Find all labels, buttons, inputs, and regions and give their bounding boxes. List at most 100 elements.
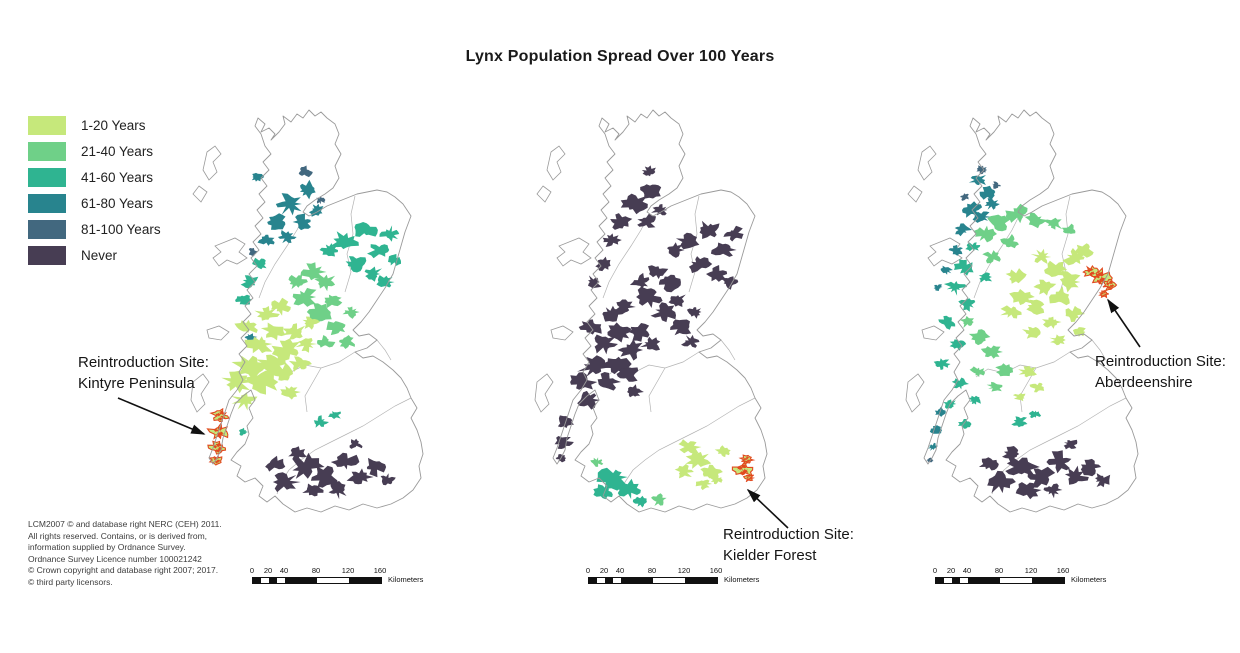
patch-y1_20 <box>714 445 731 458</box>
annotation-kintyre-line1: Reintroduction Site: <box>78 354 209 371</box>
patch-y61_80 <box>984 198 1000 210</box>
patch-y41_60 <box>949 339 967 351</box>
legend-label-y81_100: 81-100 Years <box>81 221 161 237</box>
scalebar-bar <box>588 577 718 584</box>
patch-y1_20 <box>230 392 258 411</box>
patch-never <box>1095 473 1111 488</box>
scalebar-tick: 0 <box>249 566 255 575</box>
patch-y41_60 <box>252 257 267 270</box>
patch-site-speckle <box>218 410 225 415</box>
scalebar-tick-labels: 0 20 40 80 120 160 <box>249 566 442 576</box>
patch-y21_40 <box>987 214 1012 232</box>
patch-y41_60 <box>238 427 249 436</box>
patch-y41_60 <box>938 315 956 330</box>
patch-y1_20 <box>295 338 318 353</box>
patch-y41_60 <box>615 478 641 499</box>
annotation-kintyre-line2: Kintyre Peninsula <box>78 375 195 392</box>
copyright-line: LCM2007 © and database right NERC (CEH) … <box>28 519 222 529</box>
patch-y41_60 <box>235 294 252 305</box>
legend-label-y61_80: 61-80 Years <box>81 195 154 211</box>
scalebar-unit-label: Kilometers <box>1071 575 1107 584</box>
patch-site-speckle <box>746 476 749 479</box>
patch-y41_60 <box>330 231 359 250</box>
patch-never <box>1027 466 1056 488</box>
patch-y41_60 <box>943 281 968 296</box>
legend-label-y21_40: 21-40 Years <box>81 143 154 159</box>
patch-y41_60 <box>345 256 367 273</box>
patch-y41_60 <box>953 259 974 276</box>
patch-site-speckle <box>748 477 752 480</box>
patch-y61_80 <box>933 284 943 291</box>
patch-y21_40 <box>651 493 667 506</box>
patch-y1_20 <box>1022 326 1041 339</box>
region-boundary <box>648 367 666 413</box>
region-boundary <box>975 351 1071 378</box>
map-kielder <box>534 109 768 513</box>
patch-never <box>670 319 692 336</box>
patch-site-speckle <box>1090 271 1095 275</box>
scalebar-tick: 40 <box>962 566 972 575</box>
patch-never <box>658 274 681 293</box>
legend-swatch-y61_80 <box>28 193 66 213</box>
legend-row-y21_40: 21-40 Years <box>28 138 161 164</box>
annotation-kintyre: Reintroduction Site: Kintyre Peninsula <box>78 352 209 394</box>
scalebar-aberdeenshire: 0 20 40 80 120 160 Kilometers <box>933 566 1125 584</box>
patch-never <box>602 305 620 322</box>
patch-never <box>723 225 744 242</box>
patch-y1_20 <box>678 439 702 455</box>
patch-site-speckle <box>747 475 751 478</box>
patch-y61_80 <box>251 172 265 182</box>
annotation-aberdeenshire-line2: Aberdeenshire <box>1095 374 1193 391</box>
scalebar-segment <box>253 578 261 583</box>
patch-never <box>641 165 656 177</box>
patch-y41_60 <box>596 467 628 491</box>
scalebar-segment <box>944 578 952 583</box>
patch-never <box>637 213 656 228</box>
patch-y41_60 <box>379 225 400 242</box>
patch-y1_20 <box>231 355 266 381</box>
patch-never <box>636 286 663 308</box>
patch-y21_40 <box>339 335 355 349</box>
island-outline <box>192 185 208 203</box>
scalebar-bar <box>252 577 382 584</box>
patch-never <box>650 302 676 323</box>
patch-y1_20 <box>1033 279 1057 296</box>
scalebar-unit-label: Kilometers <box>388 575 424 584</box>
island-outline <box>905 373 925 413</box>
patch-y61_80 <box>292 213 311 231</box>
patch-site-speckle <box>737 465 744 471</box>
region-boundary <box>376 339 392 361</box>
island-outline <box>212 237 248 267</box>
patch-site-speckle <box>215 442 222 447</box>
patch-y1_20 <box>268 362 293 381</box>
patch-y1_20 <box>1059 270 1081 293</box>
scalebar-segment <box>936 578 944 583</box>
patch-y1_20 <box>1012 393 1026 402</box>
patch-y61_80 <box>308 203 324 217</box>
patch-site-speckle <box>215 432 223 438</box>
legend-label-y1_20: 1-20 Years <box>81 117 146 133</box>
patch-y1_20 <box>1049 286 1070 306</box>
patch-never <box>1064 465 1089 485</box>
patch-site-speckle <box>1105 282 1111 286</box>
patch-never <box>607 322 632 343</box>
scalebar-tick: 0 <box>585 566 591 575</box>
patch-y61_80 <box>954 223 973 237</box>
patch-y41_60 <box>1011 416 1028 428</box>
patch-y41_60 <box>933 358 951 370</box>
patch-y1_20 <box>685 452 712 469</box>
patch-never <box>668 294 686 307</box>
patch-site-speckle <box>214 460 219 464</box>
patch-site-speckle <box>1100 292 1104 295</box>
patch-never <box>987 470 1016 494</box>
scalebar-segment <box>261 578 269 583</box>
patch-y41_60 <box>632 495 647 508</box>
patch-never <box>686 307 702 319</box>
patch-never <box>366 457 387 478</box>
annotation-aberdeenshire: Reintroduction Site: Aberdeenshire <box>1095 351 1226 393</box>
patch-never <box>577 355 613 377</box>
scalebar-tick: 120 <box>677 566 691 575</box>
patch-site-speckle <box>218 431 225 436</box>
patch-y21_40 <box>995 363 1014 377</box>
patch-site-speckle <box>1102 291 1107 294</box>
